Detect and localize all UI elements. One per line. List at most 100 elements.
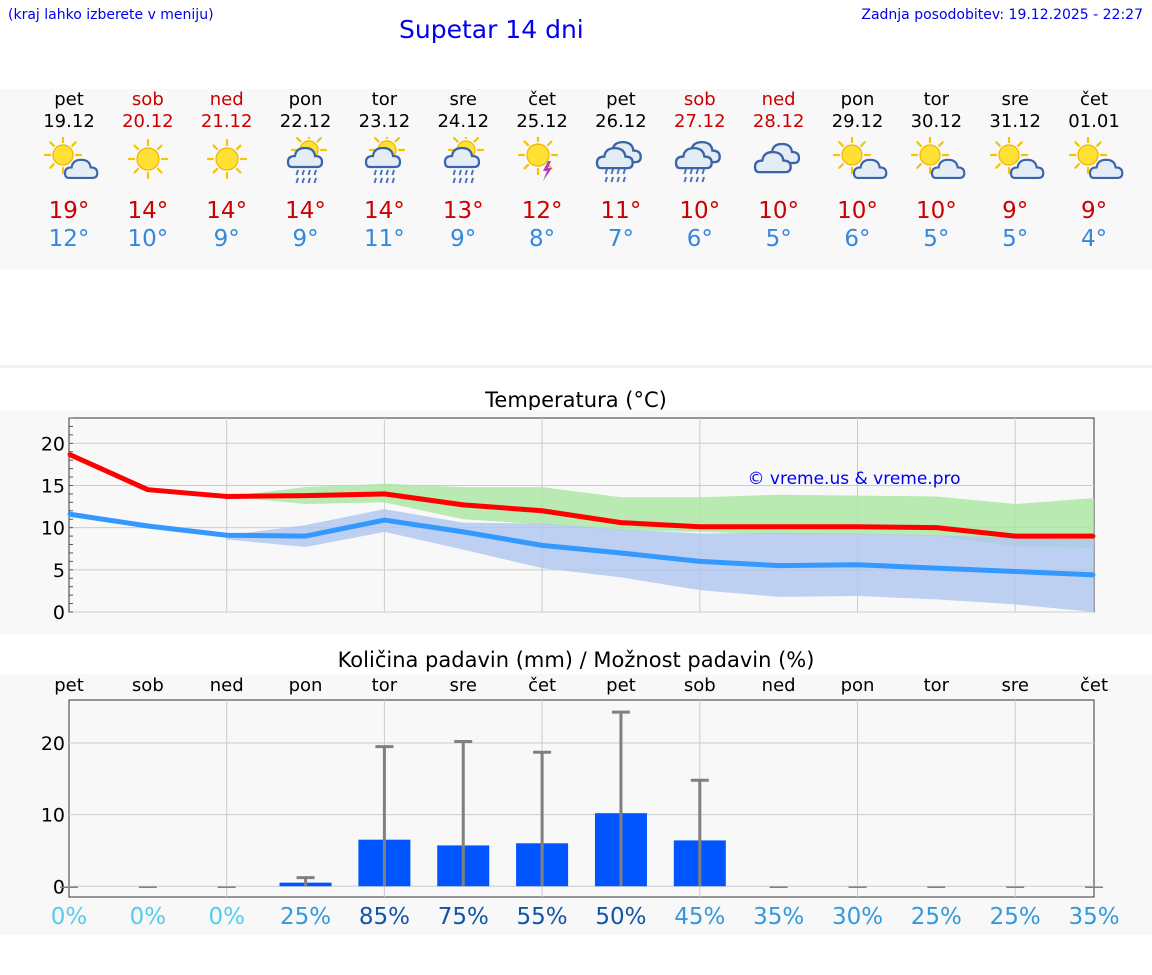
day-name: ned	[209, 89, 244, 110]
sun-cloud-icon	[832, 137, 887, 179]
precip-day-label: čet	[528, 675, 557, 696]
precip-probability: 25%	[279, 904, 332, 930]
day-date: 01.01	[1068, 111, 1120, 132]
y-tick-label: 20	[41, 433, 65, 455]
data-point-max	[934, 526, 938, 530]
max-temperature: 10°	[915, 198, 957, 224]
precip-day-label: sre	[449, 675, 477, 696]
y-tick-label: 15	[41, 475, 65, 497]
day-name: sob	[683, 89, 716, 110]
temperature-chart: 0 5 10 15 20 © vreme.us & vreme.pro	[41, 417, 1096, 624]
sun-cloud-rain-icon	[286, 137, 327, 184]
day-name: pon	[288, 89, 323, 110]
plot-area	[68, 699, 1095, 898]
day-name: pon	[840, 89, 875, 110]
precip-probability: 30%	[831, 904, 884, 930]
max-temperature: 9°	[1080, 198, 1108, 224]
data-point-max	[225, 494, 229, 498]
max-temperature: 11°	[600, 198, 642, 224]
sun-cloud-icon	[43, 137, 99, 179]
min-temperature: 9°	[292, 226, 319, 252]
sun-cloud-rain-icon	[365, 137, 406, 184]
day-date: 28.12	[752, 111, 805, 132]
min-temperature: 9°	[450, 226, 477, 252]
data-point-max	[856, 525, 859, 529]
min-temperature: 6°	[844, 226, 871, 252]
y-tick-label: 10	[41, 805, 65, 827]
forecast-band	[0, 89, 1152, 270]
sun-icon	[206, 138, 247, 180]
sun-thunder-icon	[517, 137, 559, 181]
forecast-day: pon 29.12	[818, 89, 898, 185]
max-temperature: 13°	[442, 198, 484, 224]
max-temperature: 10°	[758, 198, 800, 224]
precip-probability: 85%	[358, 904, 410, 930]
forecast-day: sob 20.12	[108, 89, 188, 185]
forecast-day: tor 23.12	[344, 89, 424, 185]
forecast-day: pon 22.12	[266, 89, 346, 185]
day-date: 26.12	[595, 111, 647, 132]
max-temperature: 14°	[206, 198, 248, 224]
cloud-icon	[753, 142, 800, 174]
precip-probability: 0%	[129, 904, 167, 930]
day-name: čet	[1080, 89, 1109, 110]
data-point-min	[540, 543, 544, 547]
data-point-min	[698, 559, 702, 563]
data-point-max	[540, 509, 544, 513]
precip-day-label: čet	[1080, 675, 1109, 696]
precip-day-label: tor	[371, 675, 398, 696]
min-temperature: 5°	[923, 226, 950, 252]
range-band-min-range	[226, 509, 1095, 612]
precip-day-label: pon	[288, 675, 323, 696]
min-temperature: 8°	[529, 226, 556, 252]
precip-day-label: pet	[54, 675, 84, 696]
data-point-max	[619, 521, 623, 525]
forecast-day: čet 01.01	[1054, 89, 1134, 185]
min-temperature: 9°	[213, 226, 240, 252]
max-temperature: 9°	[1002, 198, 1029, 224]
data-point-max	[67, 452, 71, 456]
data-point-max	[461, 503, 465, 507]
max-temperature: 10°	[837, 198, 878, 224]
max-temperature: 14°	[285, 198, 326, 224]
precip-probability: 75%	[437, 904, 489, 930]
day-date: 30.12	[910, 111, 963, 132]
day-date: 29.12	[831, 111, 884, 132]
precip-chart-title: Količina padavin (mm) / Možnost padavin …	[337, 648, 815, 672]
data-point-min	[304, 534, 308, 538]
page-title: Supetar 14 dni	[399, 15, 584, 44]
y-tick-label: 5	[53, 560, 65, 582]
forecast-day: pet 19.12	[29, 89, 109, 185]
data-point-min	[777, 564, 781, 568]
precip-probability: 45%	[674, 904, 726, 930]
max-temperature: 10°	[679, 198, 721, 224]
forecast-day: ned 21.12	[187, 89, 267, 185]
region-menu-hint[interactable]: (kraj lahko izberete v meniju)	[8, 7, 214, 23]
day-date: 24.12	[437, 111, 490, 132]
day-name: sre	[1001, 89, 1029, 110]
sun-cloud-icon	[1068, 137, 1124, 179]
precip-day-label: ned	[761, 675, 796, 696]
series-line-max	[67, 451, 1094, 539]
data-point-min	[67, 512, 71, 516]
day-date: 23.12	[358, 111, 411, 132]
cloud-rain-icon	[674, 140, 721, 183]
precip-chart: 0 10 20	[41, 699, 1104, 898]
day-date: 27.12	[674, 111, 726, 132]
precip-day-label: sob	[131, 675, 164, 696]
precip-day-label: tor	[923, 675, 950, 696]
precip-probability: 25%	[989, 904, 1041, 930]
min-temperature: 5°	[765, 226, 792, 252]
y-tick-label: 0	[53, 602, 65, 624]
min-temperature: 4°	[1080, 226, 1108, 252]
day-date: 20.12	[122, 111, 174, 132]
precip-probability: 0%	[50, 904, 88, 930]
y-tick-label: 20	[41, 733, 65, 755]
min-temperature: 6°	[686, 226, 713, 252]
precip-probability: 55%	[516, 904, 568, 930]
day-date: 19.12	[43, 111, 95, 132]
data-point-min	[461, 530, 465, 534]
forecast-day: sre 24.12	[423, 89, 503, 185]
precip-probability: 0%	[208, 904, 245, 930]
precip-probability: 25%	[910, 904, 962, 930]
